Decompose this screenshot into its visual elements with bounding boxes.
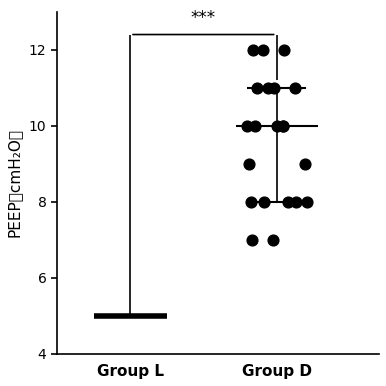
Point [265, 85, 271, 91]
Point [285, 198, 291, 205]
Point [254, 85, 260, 91]
Point [252, 123, 258, 129]
Text: ***: *** [191, 9, 216, 27]
Point [303, 198, 310, 205]
Point [271, 85, 277, 91]
Point [280, 123, 286, 129]
Point [269, 237, 276, 243]
Point [247, 198, 254, 205]
Point [249, 237, 255, 243]
Point [260, 47, 266, 53]
Point [261, 198, 267, 205]
Point [244, 123, 251, 129]
Point [293, 198, 300, 205]
Point [250, 47, 256, 53]
Point [302, 161, 308, 167]
Point [245, 161, 252, 167]
Y-axis label: PEEP（cmH₂O）: PEEP（cmH₂O） [7, 128, 22, 237]
Point [292, 85, 298, 91]
Point [281, 47, 287, 53]
Point [274, 123, 281, 129]
Point [279, 123, 286, 129]
